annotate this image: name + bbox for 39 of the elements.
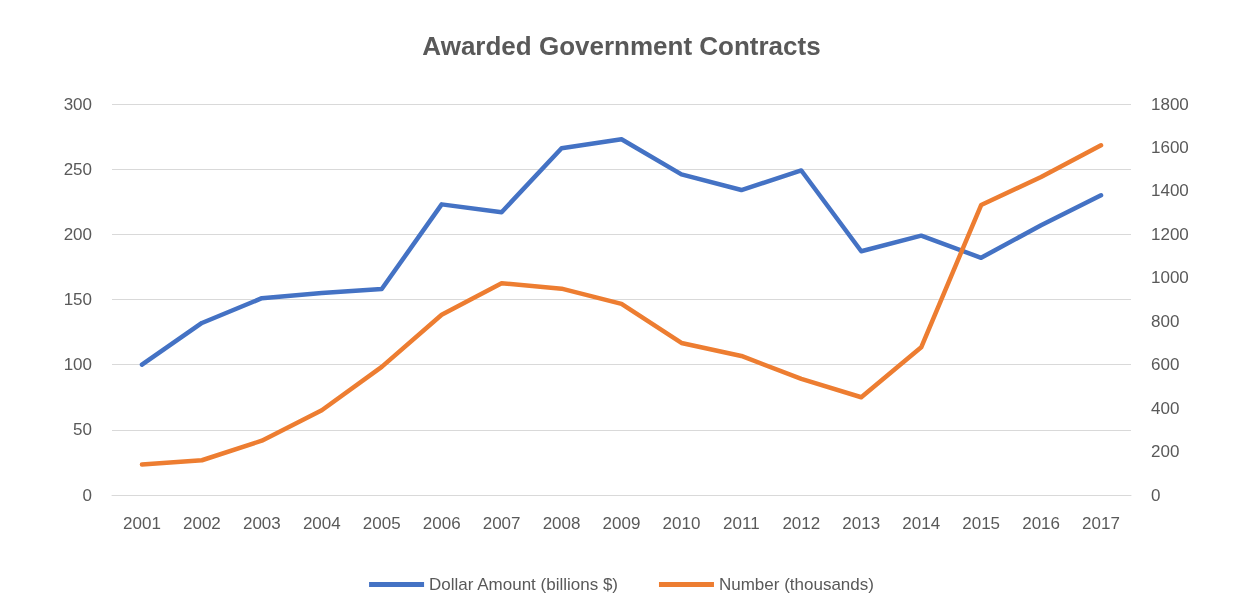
- y2-tick-label: 1600: [1151, 137, 1189, 157]
- x-tick-label: 2004: [302, 514, 341, 533]
- y-tick-label: 300: [63, 94, 92, 114]
- x-tick-label: 2006: [422, 514, 461, 533]
- x-tick-label: 2010: [662, 514, 701, 533]
- line-series: [139, 136, 1104, 367]
- y2-tick-label: 400: [1151, 398, 1180, 418]
- legend-label: Number (thousands): [718, 575, 874, 594]
- x-tick-label: 2013: [842, 514, 881, 533]
- x-tick-label: 2016: [1022, 514, 1060, 533]
- x-tick-label: 2009: [602, 514, 641, 533]
- y-tick-label: 50: [73, 420, 92, 440]
- x-tick-label: 2008: [542, 514, 581, 533]
- x-tick-label: 2005: [362, 514, 401, 533]
- y-tick-label: 250: [63, 159, 92, 179]
- y2-tick-label: 800: [1151, 311, 1180, 331]
- y2-tick-label: 200: [1151, 442, 1180, 462]
- y2-tick-label: 0: [1151, 485, 1161, 505]
- y2-tick-label: 1200: [1151, 224, 1189, 244]
- x-tick-label: 2012: [782, 514, 821, 533]
- x-tick-label: 2007: [482, 514, 521, 533]
- x-tick-label: 2015: [962, 514, 1001, 533]
- legend-label: Dollar Amount (billions $): [429, 575, 619, 594]
- y-tick-label: 200: [63, 224, 92, 244]
- chart-title: Awarded Government Contracts: [422, 31, 821, 61]
- line-series: [139, 143, 1104, 467]
- y2-tick-label: 1800: [1151, 94, 1189, 114]
- y-tick-label: 150: [63, 290, 92, 309]
- x-tick-label: 2002: [183, 514, 221, 533]
- x-tick-label: 2014: [902, 514, 941, 533]
- y-tick-label: 0: [82, 485, 92, 505]
- y-tick-label: 100: [63, 355, 92, 375]
- x-tick-label: 2017: [1082, 514, 1120, 533]
- y2-tick-label: 600: [1151, 355, 1180, 375]
- y2-tick-label: 1400: [1151, 181, 1189, 201]
- y2-tick-label: 1000: [1151, 268, 1189, 288]
- x-tick-label: 2003: [242, 514, 281, 533]
- x-tick-label: 2011: [723, 514, 760, 533]
- x-tick-label: 2001: [123, 514, 161, 533]
